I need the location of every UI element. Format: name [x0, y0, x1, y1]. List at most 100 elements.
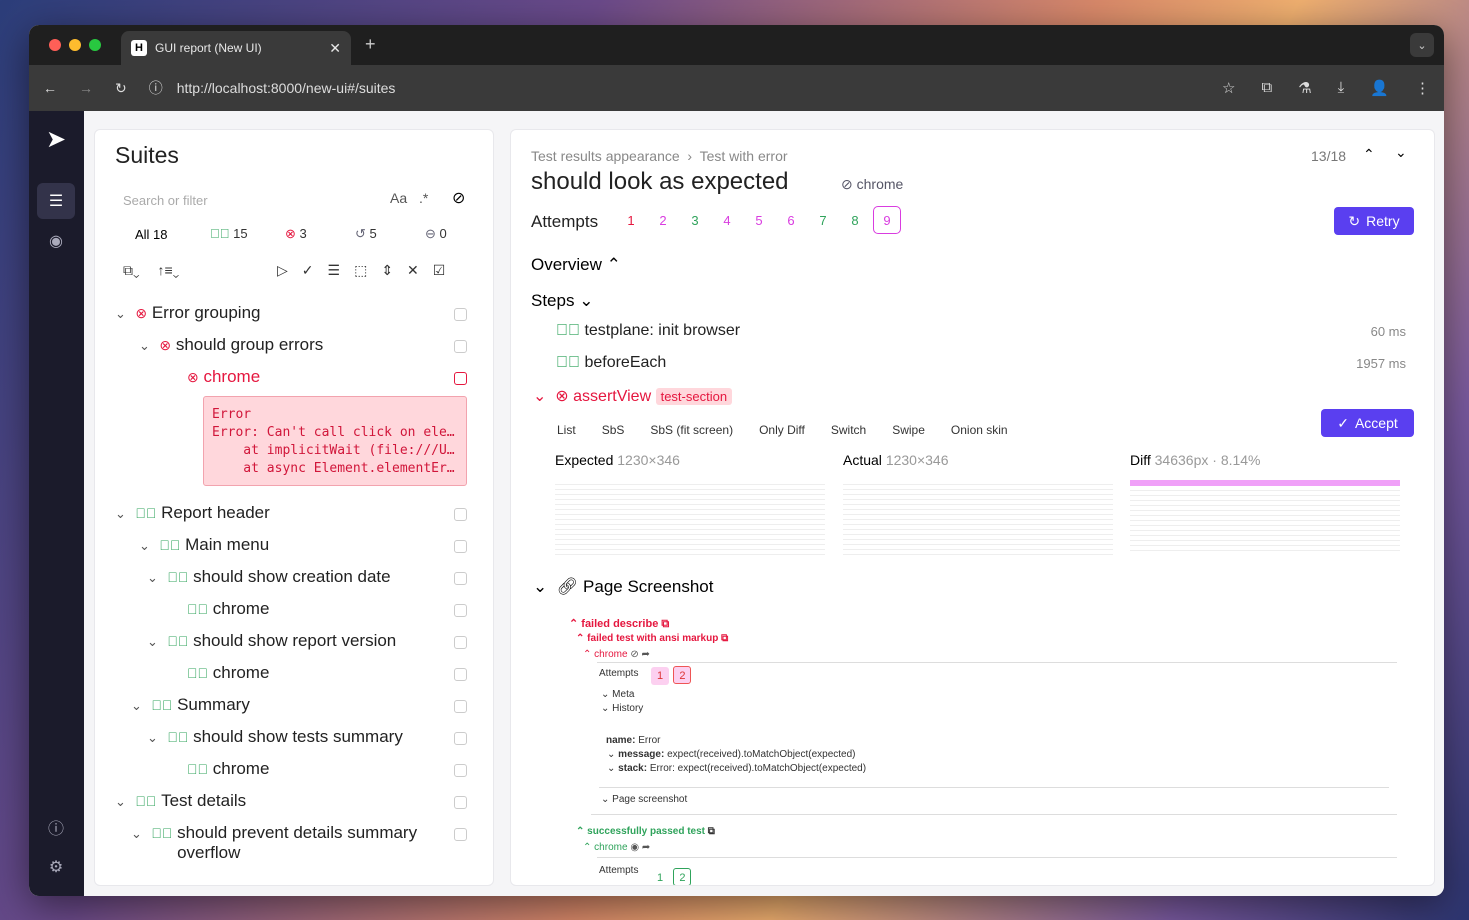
- filter-failed[interactable]: ⊗ 3: [285, 226, 307, 241]
- search-input[interactable]: Search or filter: [123, 193, 208, 208]
- chevron-down-icon[interactable]: ⌄: [139, 338, 150, 353]
- step-2[interactable]: ✓⃝ beforeEach: [556, 354, 667, 371]
- attempt-button[interactable]: 8: [851, 212, 859, 228]
- site-info-icon[interactable]: ⓘ: [148, 80, 163, 96]
- settings-gear-icon[interactable]: ⚙: [48, 859, 64, 876]
- filter-skipped[interactable]: ⊖ 0: [425, 226, 447, 241]
- sort-icon[interactable]: ↑≡⌄: [157, 262, 180, 278]
- select-checkbox[interactable]: [454, 828, 467, 841]
- tree-view-icon[interactable]: ⬚: [354, 262, 368, 278]
- diff-mode-tab[interactable]: Swipe: [892, 423, 925, 437]
- visual-checks-eye-icon[interactable]: ◉: [49, 233, 63, 250]
- chevron-down-icon[interactable]: ⌄: [147, 570, 158, 585]
- select-checkbox[interactable]: [454, 668, 467, 681]
- retry-button[interactable]: ↻ Retry: [1334, 207, 1414, 235]
- suites-nav-icon[interactable]: ☰: [37, 183, 75, 219]
- labs-icon[interactable]: ⚗: [1298, 80, 1312, 97]
- diff-mode-tab[interactable]: List: [557, 423, 576, 437]
- steps-toggle[interactable]: Steps ⌄: [531, 291, 594, 310]
- select-checkbox[interactable]: [454, 700, 467, 713]
- select-all-icon[interactable]: ☑: [432, 262, 446, 278]
- select-checkbox[interactable]: [454, 636, 467, 649]
- diff-mode-tab[interactable]: SbS: [601, 423, 625, 437]
- profile-icon[interactable]: 👤: [1370, 80, 1389, 97]
- accept-icon[interactable]: ✓: [301, 262, 314, 278]
- tree-item[interactable]: ✓⃝ chrome: [187, 663, 269, 683]
- select-checkbox[interactable]: [454, 796, 467, 809]
- diff-mode-tab[interactable]: Switch: [830, 423, 867, 437]
- chevron-down-icon[interactable]: ⌄: [115, 306, 126, 321]
- tree-item[interactable]: ⌄ ✓⃝ Summary: [131, 695, 250, 715]
- filter-retried[interactable]: ↺ 5: [355, 226, 377, 241]
- tree-item[interactable]: ✓⃝ chrome: [187, 599, 269, 619]
- chevron-down-icon[interactable]: ⌄: [139, 538, 150, 553]
- step-assertview[interactable]: ⌄ ⊗ assertView test-section: [533, 386, 733, 406]
- info-icon[interactable]: ⓘ: [47, 821, 64, 838]
- chevron-down-icon[interactable]: ⌄: [115, 506, 126, 521]
- extensions-icon[interactable]: ⧉: [1261, 79, 1273, 96]
- chevron-down-icon[interactable]: ⌄: [115, 794, 126, 809]
- tree-item[interactable]: ⌄ ✓⃝ should show tests summary: [147, 727, 403, 747]
- browser-filter-icon[interactable]: ⊘: [452, 190, 466, 207]
- menu-icon[interactable]: ⋮: [1415, 80, 1430, 97]
- prev-test-button[interactable]: ⌃: [1363, 146, 1375, 162]
- bookmark-icon[interactable]: ☆: [1222, 80, 1236, 97]
- reload-icon[interactable]: ↻: [115, 79, 127, 96]
- chevron-down-icon[interactable]: ⌄: [147, 730, 158, 745]
- overview-toggle[interactable]: Overview ⌃: [531, 255, 621, 274]
- tree-item[interactable]: ⌄ ⊗ should group errors: [139, 335, 323, 355]
- tree-item[interactable]: ✓⃝ chrome: [187, 759, 269, 779]
- match-case-button[interactable]: Aa: [390, 190, 408, 206]
- forward-icon[interactable]: →: [79, 80, 93, 96]
- filter-all[interactable]: All 18: [135, 227, 168, 242]
- tab-search-button[interactable]: ⌄: [1410, 33, 1434, 57]
- browser-tab[interactable]: H GUI report (New UI) ✕: [121, 31, 351, 65]
- attempt-button[interactable]: 9: [873, 206, 901, 234]
- attempt-button[interactable]: 7: [819, 212, 827, 228]
- regex-button[interactable]: .*: [419, 190, 429, 206]
- attempt-button[interactable]: 2: [659, 212, 667, 228]
- select-checkbox[interactable]: [454, 764, 467, 777]
- tree-item[interactable]: ⌄ ✓⃝ should show report version: [147, 631, 396, 651]
- attempt-button[interactable]: 5: [755, 212, 763, 228]
- expected-image[interactable]: [555, 480, 825, 555]
- tree-item[interactable]: ⌄ ✓⃝ Test details: [115, 791, 246, 811]
- chevron-down-icon[interactable]: ⌄: [131, 698, 142, 713]
- attempt-button[interactable]: 3: [691, 212, 699, 228]
- collapse-all-icon[interactable]: ✕: [407, 262, 419, 278]
- chevron-down-icon[interactable]: ⌄: [131, 826, 142, 841]
- filter-passed[interactable]: ✓⃝ 15: [210, 226, 248, 241]
- attempt-button[interactable]: 4: [723, 212, 731, 228]
- close-tab-icon[interactable]: ✕: [329, 39, 341, 56]
- select-checkbox[interactable]: [454, 572, 467, 585]
- step-1[interactable]: ✓⃝ testplane: init browser: [556, 322, 741, 339]
- attempt-button[interactable]: 6: [787, 212, 795, 228]
- actual-image[interactable]: [843, 480, 1113, 555]
- tree-item[interactable]: ⌄ ✓⃝ Main menu: [139, 535, 269, 555]
- diff-mode-tab[interactable]: Only Diff: [759, 423, 805, 437]
- diff-mode-tab[interactable]: Onion skin: [950, 423, 1008, 437]
- run-icon[interactable]: ▷: [277, 262, 288, 278]
- group-by-icon[interactable]: ⧉⌄: [123, 262, 140, 278]
- diff-mode-tab[interactable]: SbS (fit screen): [650, 423, 734, 437]
- url-input[interactable]: http://localhost:8000/new-ui#/suites: [176, 80, 396, 96]
- attempt-button[interactable]: 1: [627, 212, 635, 228]
- select-checkbox[interactable]: [454, 540, 467, 553]
- tree-item[interactable]: ⊗ chrome: [187, 367, 260, 387]
- accept-button[interactable]: ✓ Accept: [1321, 409, 1414, 437]
- chevron-down-icon[interactable]: ⌄: [147, 634, 158, 649]
- diff-image[interactable]: [1130, 480, 1400, 555]
- window-controls[interactable]: [49, 39, 101, 51]
- next-test-button[interactable]: ⌄: [1395, 144, 1407, 160]
- new-tab-button[interactable]: +: [365, 34, 376, 54]
- select-checkbox[interactable]: [454, 732, 467, 745]
- select-checkbox[interactable]: [454, 372, 467, 385]
- tree-item[interactable]: ⌄ ✓⃝ should show creation date: [147, 567, 391, 587]
- page-screenshot-toggle[interactable]: ⌄ 🔗︎ Page Screenshot: [533, 577, 714, 596]
- list-view-icon[interactable]: ☰: [327, 262, 341, 278]
- back-icon[interactable]: ←: [43, 80, 57, 96]
- select-checkbox[interactable]: [454, 308, 467, 321]
- download-icon[interactable]: ⤓: [1337, 79, 1345, 96]
- select-checkbox[interactable]: [454, 604, 467, 617]
- select-checkbox[interactable]: [454, 508, 467, 521]
